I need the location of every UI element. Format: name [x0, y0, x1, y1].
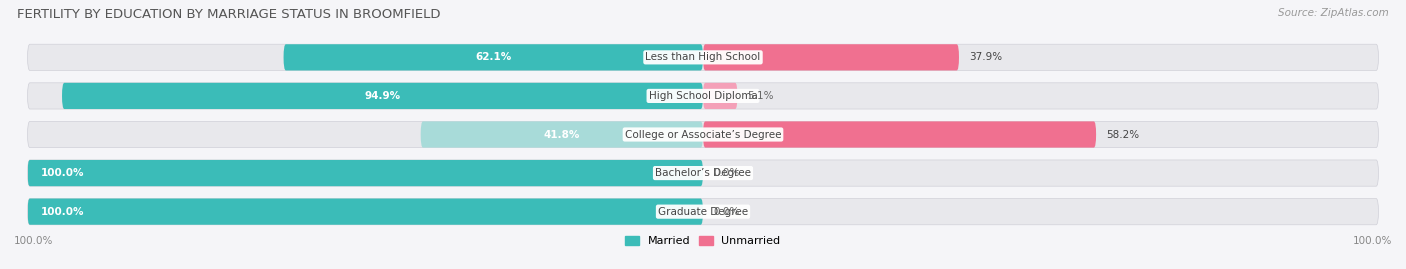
Text: 100.0%: 100.0% [14, 236, 53, 246]
Text: FERTILITY BY EDUCATION BY MARRIAGE STATUS IN BROOMFIELD: FERTILITY BY EDUCATION BY MARRIAGE STATU… [17, 8, 440, 21]
Text: College or Associate’s Degree: College or Associate’s Degree [624, 129, 782, 140]
FancyBboxPatch shape [703, 83, 738, 109]
FancyBboxPatch shape [28, 160, 703, 186]
Text: 58.2%: 58.2% [1107, 129, 1139, 140]
FancyBboxPatch shape [28, 199, 1378, 225]
Legend: Married, Unmarried: Married, Unmarried [624, 235, 782, 247]
Text: 0.0%: 0.0% [713, 168, 740, 178]
FancyBboxPatch shape [420, 121, 703, 148]
Text: High School Diploma: High School Diploma [648, 91, 758, 101]
Text: 5.1%: 5.1% [748, 91, 775, 101]
Text: 41.8%: 41.8% [544, 129, 581, 140]
FancyBboxPatch shape [284, 44, 703, 70]
FancyBboxPatch shape [703, 44, 959, 70]
FancyBboxPatch shape [28, 121, 1378, 148]
FancyBboxPatch shape [62, 83, 703, 109]
FancyBboxPatch shape [28, 199, 703, 225]
Text: 37.9%: 37.9% [969, 52, 1002, 62]
FancyBboxPatch shape [28, 83, 1378, 109]
Text: Source: ZipAtlas.com: Source: ZipAtlas.com [1278, 8, 1389, 18]
FancyBboxPatch shape [703, 121, 1097, 148]
Text: Less than High School: Less than High School [645, 52, 761, 62]
Text: Bachelor’s Degree: Bachelor’s Degree [655, 168, 751, 178]
Text: 0.0%: 0.0% [713, 207, 740, 217]
Text: 94.9%: 94.9% [364, 91, 401, 101]
FancyBboxPatch shape [28, 44, 1378, 70]
Text: 100.0%: 100.0% [1353, 236, 1392, 246]
Text: Graduate Degree: Graduate Degree [658, 207, 748, 217]
FancyBboxPatch shape [28, 160, 1378, 186]
Text: 100.0%: 100.0% [41, 207, 84, 217]
Text: 62.1%: 62.1% [475, 52, 512, 62]
Text: 100.0%: 100.0% [41, 168, 84, 178]
